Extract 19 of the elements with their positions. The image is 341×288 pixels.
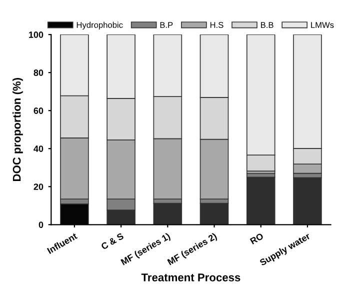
y-tick-label: 60 bbox=[34, 108, 44, 114]
legend-label: H.S bbox=[210, 22, 224, 28]
y-tick-label: 100 bbox=[29, 32, 44, 38]
x-tick-label: C & S bbox=[100, 232, 124, 250]
x-axis-title: Treatment Process bbox=[141, 274, 240, 282]
y-tick-label: 0 bbox=[38, 222, 44, 228]
legend-label: LMWs bbox=[311, 22, 334, 28]
y-tick-label: 20 bbox=[34, 184, 44, 190]
legend-label: B.P bbox=[160, 22, 173, 28]
bar bbox=[293, 177, 322, 225]
y-axis-title: DOC proportion (%) bbox=[12, 78, 23, 182]
bar bbox=[200, 202, 229, 225]
y-tick-label: 40 bbox=[34, 146, 44, 152]
y-tick-label: 80 bbox=[34, 70, 44, 76]
legend-label: Hydrophobic bbox=[76, 22, 123, 30]
legend-label: B.B bbox=[261, 22, 274, 28]
bar bbox=[246, 176, 276, 225]
bar bbox=[153, 202, 182, 225]
x-tick-label: RO bbox=[250, 232, 264, 244]
